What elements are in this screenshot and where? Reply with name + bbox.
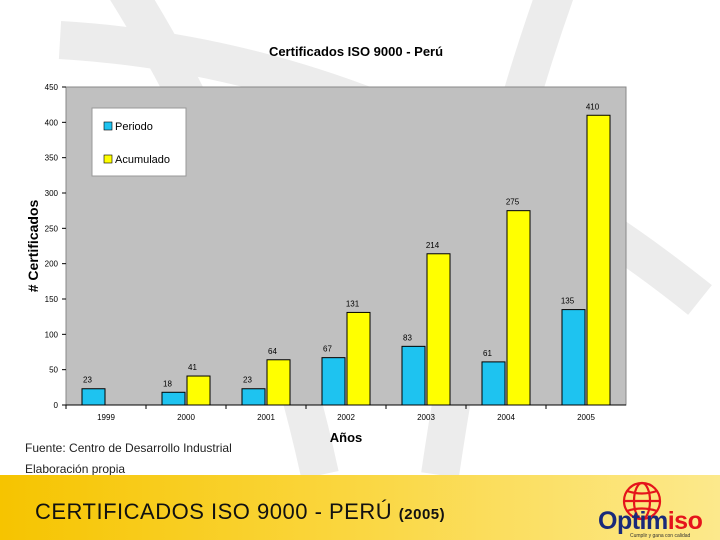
- y-tick-label: 50: [49, 366, 58, 375]
- y-tick-label: 200: [45, 260, 59, 269]
- data-label: 67: [323, 345, 332, 354]
- bar-acumulado: [266, 359, 291, 406]
- data-label: 23: [243, 376, 252, 385]
- bar-periodo: [241, 388, 266, 406]
- legend-label-acumulado: Acumulado: [115, 154, 170, 166]
- value-labels: 23 18 23 67 83 61 135 41 64 131 214 275 410: [83, 102, 600, 388]
- x-tick-label: 2004: [497, 413, 515, 422]
- bar-periodo: [161, 391, 186, 406]
- chart-title: Certificados ISO 9000 - Perú: [269, 44, 443, 59]
- legend-label-periodo: Periodo: [115, 121, 153, 133]
- logo-tagline: Cumplir y gana con calidad: [630, 533, 691, 539]
- y-tick-label: 400: [45, 118, 59, 127]
- x-tick-label: 1999: [97, 413, 115, 422]
- bar-chart: Certificados ISO 9000 - Perú 0 50 100 150 20…: [25, 44, 627, 445]
- bar-acumulado: [186, 375, 211, 406]
- x-tick-label: 2000: [177, 413, 195, 422]
- data-label: 83: [403, 333, 412, 342]
- legend: Periodo Acumulado: [91, 107, 187, 177]
- data-label: 61: [483, 349, 492, 358]
- footer-band: CERTIFICADOS ISO 9000 - PERÚ (2005) Opti…: [0, 475, 720, 540]
- logo-wordmark: Optimiso: [598, 507, 703, 536]
- bar-acumulado: [506, 210, 531, 406]
- legend-swatch-periodo: [103, 121, 113, 131]
- optimiso-logo: Optimiso Cumplir y gana con calidad: [596, 477, 714, 539]
- data-label: 135: [561, 297, 575, 306]
- bar-periodo: [561, 309, 586, 406]
- bar-acumulado: [346, 311, 371, 406]
- x-tick-label: 2005: [577, 413, 595, 422]
- bar-periodo: [481, 361, 506, 406]
- data-label: 131: [346, 299, 360, 308]
- bar-periodo: [321, 357, 346, 406]
- bars: [81, 114, 611, 406]
- y-tick-label: 450: [45, 83, 59, 92]
- x-axis-label: Años: [330, 430, 363, 445]
- legend-box: [91, 107, 187, 177]
- x-tick-label: 2003: [417, 413, 435, 422]
- footer-title-year: (2005): [398, 506, 446, 523]
- footer-title-text: CERTIFICADOS ISO 9000 - PERÚ: [35, 499, 393, 524]
- legend-swatch-acumulado: [103, 154, 113, 164]
- bar-periodo: [401, 345, 426, 406]
- x-axis: 1999 2000 2001 2002 2003 2004 2005: [65, 404, 626, 422]
- bar-acumulado: [586, 114, 611, 406]
- data-label: 214: [426, 241, 440, 250]
- elaboration-note: Elaboración propia: [25, 462, 126, 476]
- bar-periodo: [81, 388, 106, 406]
- globe-icon: [622, 481, 662, 521]
- footer-title: CERTIFICADOS ISO 9000 - PERÚ (2005): [35, 499, 445, 525]
- y-tick-label: 100: [45, 330, 59, 339]
- data-label: 18: [163, 379, 172, 388]
- data-label: 23: [83, 376, 92, 385]
- x-tick-label: 2001: [257, 413, 275, 422]
- logo-word-optim: Optim: [598, 507, 668, 535]
- source-note: Fuente: Centro de Desarrollo Industrial: [25, 441, 232, 455]
- y-tick-label: 0: [54, 401, 59, 410]
- y-axis: 0 50 100 150 200 250 300 350 400 450: [45, 83, 66, 410]
- y-tick-label: 250: [45, 224, 59, 233]
- bar-acumulado: [426, 253, 451, 406]
- y-tick-label: 300: [45, 189, 59, 198]
- y-axis-label: # Certificados: [25, 199, 41, 292]
- y-tick-label: 350: [45, 154, 59, 163]
- logo-word-iso: iso: [667, 507, 703, 535]
- data-label: 410: [586, 102, 600, 111]
- y-tick-label: 150: [45, 295, 59, 304]
- data-label: 41: [188, 363, 197, 372]
- data-label: 275: [506, 198, 520, 207]
- x-tick-label: 2002: [337, 413, 355, 422]
- data-label: 64: [268, 347, 277, 356]
